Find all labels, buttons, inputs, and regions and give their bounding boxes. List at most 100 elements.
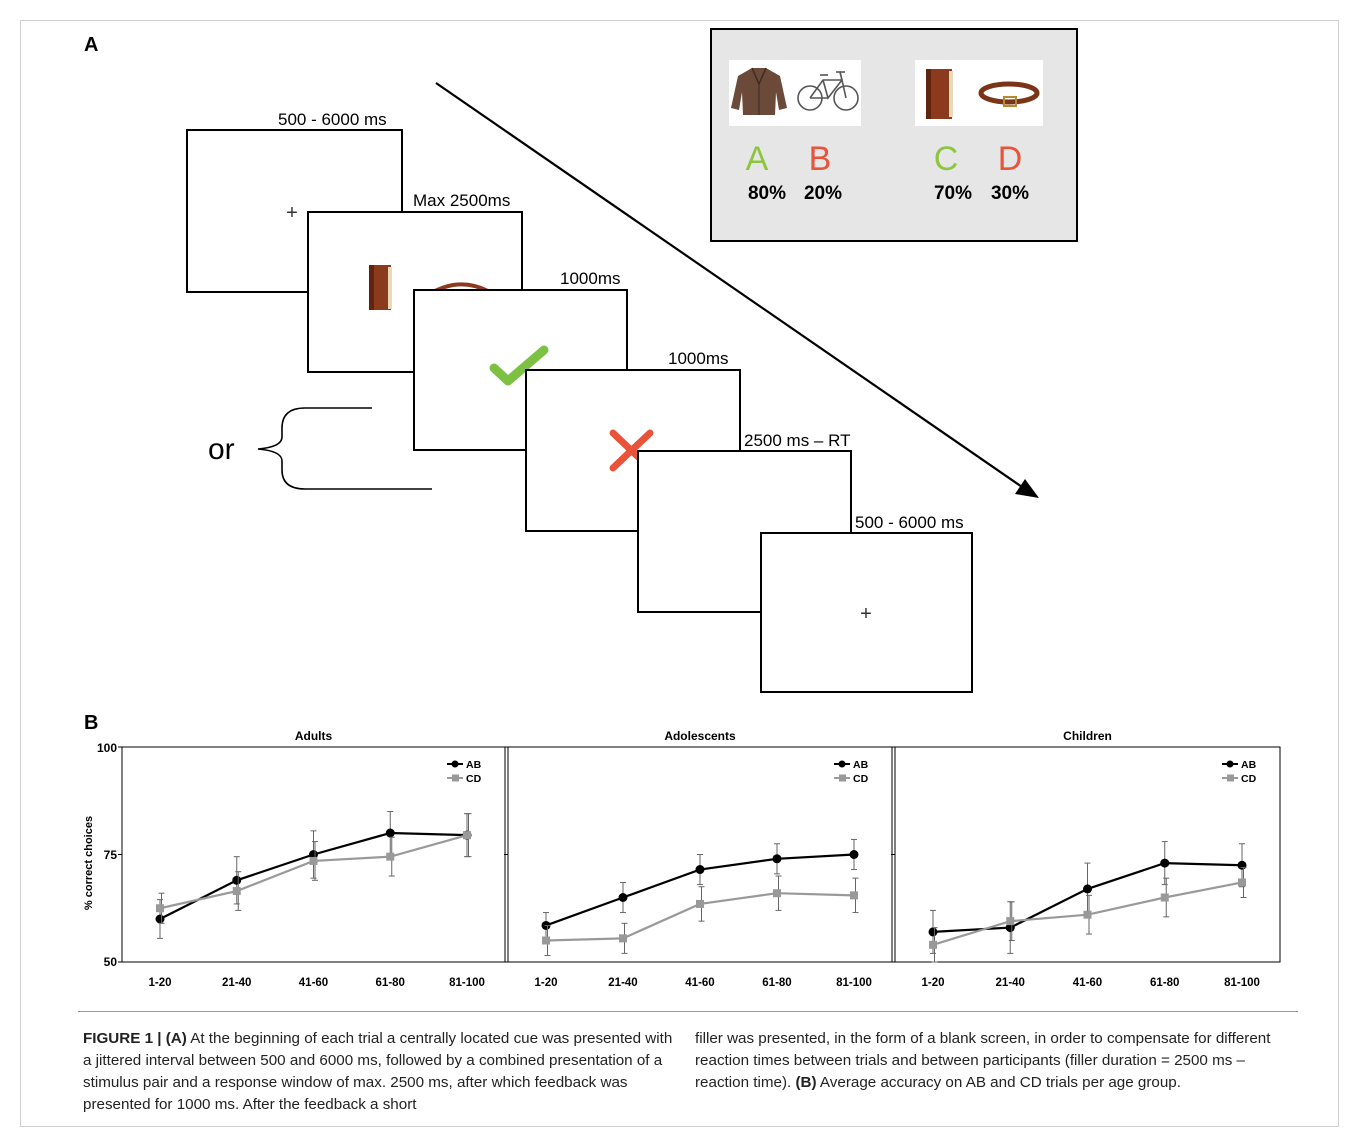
x-tick-label: 21-40 [996, 977, 1025, 989]
data-point-AB [849, 850, 859, 859]
ytick-75: 75 [104, 848, 118, 862]
percent-c: 70% [934, 183, 972, 204]
data-point-CD [542, 936, 550, 945]
data-point-CD [696, 899, 704, 908]
data-point-CD [156, 904, 164, 913]
panel-a-label: A [84, 34, 99, 56]
legend-label-AB: AB [466, 759, 482, 771]
panel-b-label: B [84, 712, 99, 734]
jacket-icon [731, 67, 787, 115]
data-point-CD [1006, 917, 1015, 926]
x-tick-label: 1-20 [921, 977, 944, 989]
data-point-CD [1238, 878, 1246, 887]
data-point-AB [232, 875, 242, 885]
caption-lead: FIGURE 1 | (A) [83, 1030, 187, 1047]
chart-title: Adults [295, 729, 333, 743]
data-point-AB [1083, 884, 1092, 894]
data-point-AB [385, 828, 395, 838]
trial-diagram: + 500 - 6000 ms Max 2500ms 1000ms 1000ms… [186, 28, 1078, 693]
timing-label-1: 500 - 6000 ms [278, 110, 387, 129]
data-point-CD [463, 831, 471, 840]
percent-b: 20% [804, 183, 842, 204]
x-tick-label: 21-40 [608, 977, 637, 989]
letter-b: B [809, 140, 832, 178]
data-point-CD [619, 934, 627, 943]
data-point-AB [309, 850, 318, 859]
data-point-CD [386, 852, 395, 861]
legend-label-CD: CD [466, 773, 482, 785]
caption-divider [78, 1011, 1298, 1012]
y-axis-label: % correct choices [83, 816, 95, 910]
caption-part2: filler was presented, in the form of a b… [695, 1030, 1271, 1091]
x-tick-label: 1-20 [534, 977, 557, 989]
timing-label-6: 500 - 6000 ms [855, 513, 964, 532]
data-point-AB [695, 865, 705, 875]
percent-d: 30% [991, 183, 1029, 204]
data-point-AB [155, 914, 165, 924]
letter-a: A [746, 140, 769, 178]
timing-label-2: Max 2500ms [413, 191, 510, 210]
accuracy-charts: % correct choices 100 75 50 Adults 1-20 21… [83, 729, 1281, 989]
data-point-CD [1160, 893, 1169, 902]
ytick-100: 100 [97, 741, 117, 755]
x-tick-label: 81-100 [836, 977, 872, 989]
check-icon [489, 345, 549, 386]
chart-title: Adolescents [664, 729, 736, 743]
data-point-AB [1160, 858, 1170, 868]
data-point-AB [772, 854, 782, 864]
data-point-CD [773, 889, 781, 898]
caption-right: filler was presented, in the form of a b… [695, 1028, 1300, 1094]
data-point-CD [1083, 910, 1092, 919]
legend-marker-AB [451, 760, 459, 768]
bicycle-icon [797, 71, 859, 111]
data-point-CD [850, 891, 858, 900]
legend-marker-CD [452, 774, 459, 782]
letter-d: D [998, 140, 1023, 178]
caption-b-label: (B) [795, 1074, 817, 1091]
legend-marker-AB [1226, 760, 1234, 768]
time-arrow-line [435, 82, 1026, 490]
timing-label-4: 1000ms [668, 349, 728, 368]
data-point-AB [1237, 860, 1247, 870]
data-point-AB [1005, 923, 1015, 933]
screen-fixation-2 [760, 532, 973, 693]
data-point-AB [618, 893, 628, 902]
figure-frame [20, 20, 1339, 1127]
legend-marker-CD [1227, 774, 1234, 782]
chart-title: Children [1063, 729, 1112, 743]
x-tick-label: 61-80 [1150, 977, 1179, 989]
legend-label-AB: AB [853, 759, 869, 771]
x-tick-label: 41-60 [685, 977, 714, 989]
legend-marker-AB [838, 760, 846, 768]
belt-icon-legend [978, 81, 1040, 107]
x-tick-label: 41-60 [1073, 977, 1102, 989]
time-arrow-head [1015, 479, 1039, 498]
timing-label-5: 2500 ms – RT [744, 431, 850, 450]
x-tick-label: 61-80 [376, 977, 405, 989]
book-icon [369, 265, 392, 310]
caption-left: FIGURE 1 | (A) At the beginning of each … [83, 1028, 673, 1116]
fixation-cross-2: + [860, 603, 872, 625]
x-tick-label: 81-100 [1224, 977, 1260, 989]
x-tick-label: 21-40 [222, 977, 251, 989]
legend-marker-CD [839, 774, 846, 782]
letter-c: C [934, 140, 959, 178]
legend-label-CD: CD [853, 773, 869, 785]
x-tick-label: 41-60 [299, 977, 328, 989]
data-point-CD [929, 940, 937, 949]
legend-label-CD: CD [1241, 773, 1257, 785]
ytick-50: 50 [104, 955, 118, 969]
caption-part3: Average accuracy on AB and CD trials per… [816, 1074, 1181, 1091]
data-point-CD [309, 856, 318, 865]
caption-part1: At the beginning of each trial a central… [83, 1030, 673, 1113]
percent-a: 80% [748, 183, 786, 204]
data-point-CD [232, 887, 241, 896]
legend-label-AB: AB [1241, 759, 1257, 771]
book-icon-legend [926, 69, 953, 119]
x-tick-label: 61-80 [762, 977, 791, 989]
x-tick-label: 1-20 [148, 977, 171, 989]
brace [257, 407, 432, 490]
timing-label-3: 1000ms [560, 269, 620, 288]
x-tick-label: 81-100 [449, 977, 485, 989]
or-label: or [208, 433, 235, 466]
